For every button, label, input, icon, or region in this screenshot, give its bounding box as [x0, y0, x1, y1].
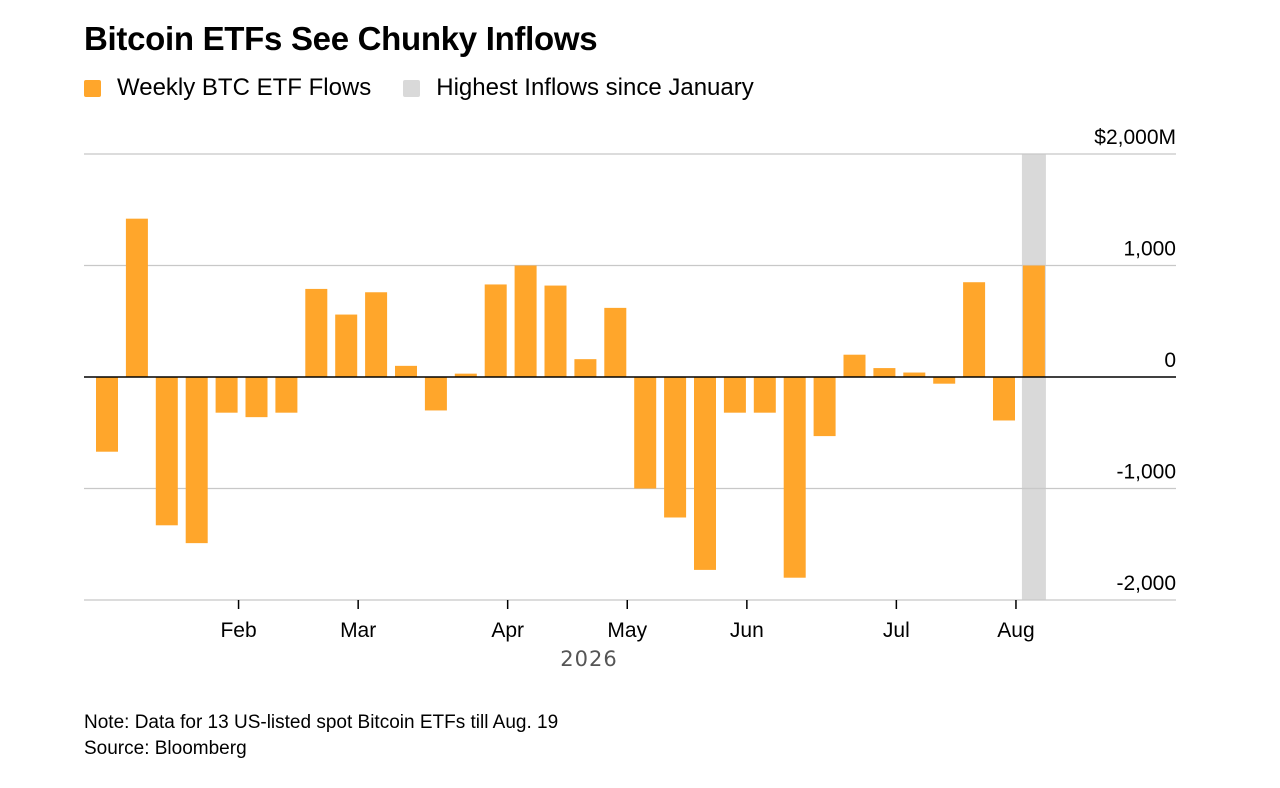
bar [96, 377, 118, 452]
x-tick-label: Aug [997, 619, 1034, 642]
bar [574, 359, 597, 377]
legend: Weekly BTC ETF Flows Highest Inflows sin… [84, 74, 786, 102]
bar [365, 292, 388, 377]
bar [753, 377, 776, 413]
bar [843, 354, 866, 377]
bar [963, 282, 986, 377]
y-tick-label: -1,000 [1116, 461, 1176, 484]
bar [155, 377, 178, 526]
bar [634, 377, 657, 489]
y-tick-label: $2,000M [1094, 126, 1176, 149]
x-tick-label: May [607, 619, 647, 642]
bar [514, 265, 537, 377]
y-tick-label: 1,000 [1123, 238, 1176, 261]
bar [933, 377, 956, 384]
x-tick-label: Apr [491, 619, 524, 642]
x-tick-label: Jul [883, 619, 910, 642]
bar [424, 377, 447, 411]
legend-label-highlight: Highest Inflows since January [436, 74, 754, 101]
y-tick-label: -2,000 [1116, 572, 1176, 595]
bar [903, 372, 926, 377]
bar [454, 373, 477, 377]
legend-label-flows: Weekly BTC ETF Flows [117, 74, 372, 101]
x-tick-label: Mar [340, 619, 376, 642]
bar [873, 368, 896, 377]
x-tick-label: Feb [220, 619, 256, 642]
bar [604, 307, 627, 377]
x-year-label: 2026 [560, 647, 617, 671]
chart-title: Bitcoin ETFs See Chunky Inflows [84, 20, 598, 57]
legend-swatch-orange [84, 79, 101, 97]
y-tick-label: 0 [1164, 349, 1176, 372]
x-tick-label: Jun [730, 619, 764, 642]
legend-item-highlight: Highest Inflows since January [403, 74, 754, 102]
bar [723, 377, 746, 413]
bar [275, 377, 298, 413]
bar [125, 218, 148, 377]
legend-item-flows: Weekly BTC ETF Flows [84, 74, 371, 102]
bar [305, 288, 328, 377]
chart-source: Source: Bloomberg [84, 738, 247, 759]
bar [1022, 265, 1045, 377]
chart-note: Note: Data for 13 US-listed spot Bitcoin… [84, 712, 559, 733]
bar [694, 377, 716, 570]
bar [395, 365, 417, 377]
bar-chart: $2,000M 1,000 0 -1,000 -2,000 Feb Mar Apr May Jun… [84, 126, 1176, 671]
bar [215, 377, 238, 413]
bar [993, 377, 1015, 421]
bar [335, 314, 358, 377]
bar [783, 377, 806, 578]
chart-footer: Note: Data for 13 US-listed spot Bitcoin… [84, 710, 558, 762]
bar [664, 377, 687, 518]
bar [813, 377, 836, 437]
bar [484, 284, 507, 377]
legend-swatch-gray [403, 79, 421, 97]
bar [185, 377, 208, 544]
bar [544, 285, 567, 377]
bar [245, 377, 268, 418]
